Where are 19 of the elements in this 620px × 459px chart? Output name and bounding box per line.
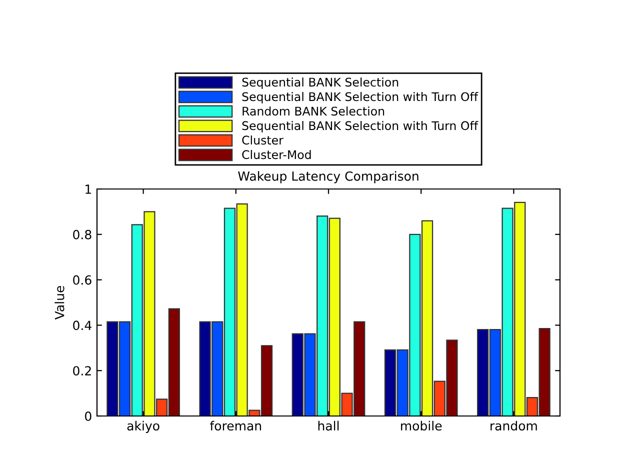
x-tick-label: akiyo [127, 420, 160, 433]
y-tick-label: 0 [85, 411, 92, 421]
y-tick-label: 1 [86, 184, 91, 194]
chart-title: Wakeup Latency Comparison [238, 171, 418, 184]
x-tick-label: foreman [210, 420, 262, 431]
y-tick-label: 0.4 [73, 320, 92, 330]
x-tick-label: mobile [401, 420, 442, 431]
legend-label: Cluster-Mod [242, 150, 311, 160]
legend-label: Sequential BANK Selection [242, 77, 398, 89]
legend-label: Random BANK Selection [242, 106, 384, 116]
legend-label: Sequential BANK Selection with Turn Off [242, 120, 478, 132]
legend-label: Sequential BANK Selection with Turn Off [242, 92, 478, 104]
y-tick-label: 0.6 [73, 275, 92, 285]
y-tick-label: 0.8 [73, 230, 92, 240]
y-tick-label: 0.2 [73, 366, 91, 376]
x-tick-label: random [490, 420, 537, 431]
x-tick-label: hall [318, 420, 339, 431]
y-axis-title: Value [54, 286, 64, 320]
legend-label: Cluster [242, 135, 284, 145]
